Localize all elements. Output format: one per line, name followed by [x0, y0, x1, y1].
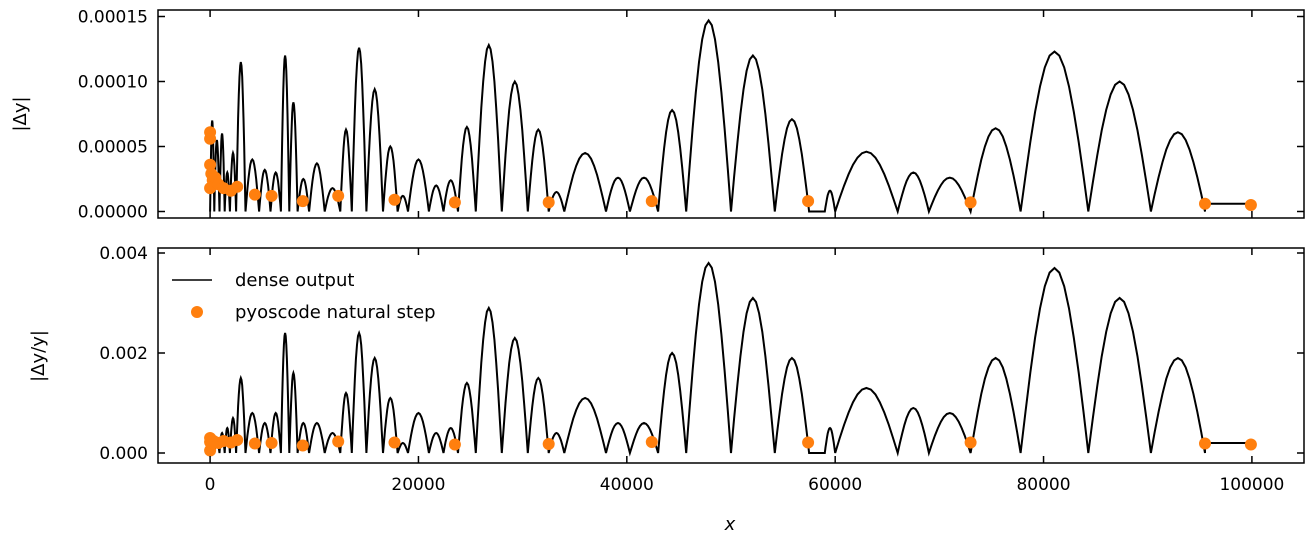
top-panel: 0.00000 0.00005 0.00010 0.00015 |Δy| [10, 8, 1305, 223]
top-y-tick-label: 0.00010 [78, 73, 148, 93]
top-natural-step-point [204, 132, 217, 145]
bottom-natural-step-point [296, 439, 309, 452]
bottom-natural-step-point [448, 438, 461, 451]
top-x-ticks [209, 10, 1253, 218]
bottom-x-tick-label: 0 [205, 475, 216, 495]
bottom-y-axis-label: |Δy/y| [28, 330, 49, 382]
bottom-natural-step-point [231, 434, 244, 446]
bottom-natural-step-point [1244, 438, 1257, 451]
bottom-x-tick-label: 60000 [808, 475, 862, 495]
legend-dense-label: dense output [235, 270, 354, 291]
bottom-y-tick-label: 0.002 [99, 344, 148, 364]
top-natural-step-point [645, 195, 658, 208]
bottom-natural-step-point [1199, 437, 1211, 450]
bottom-dense-output-path [209, 261, 1252, 457]
bottom-natural-step-point [332, 435, 345, 448]
top-natural-step-point [296, 195, 309, 208]
bottom-natural-step-point [645, 436, 658, 448]
top-natural-step-point [1244, 199, 1257, 211]
bottom-panel: 0.000 0.002 0.004 0 20000 40000 60000 80000 100… [28, 244, 1305, 535]
legend-natural-swatch [191, 306, 203, 318]
bottom-natural-step-point [248, 437, 261, 450]
top-plot-frame [157, 9, 1305, 219]
top-natural-step-point [1199, 197, 1211, 210]
top-natural-step-point [204, 158, 217, 171]
top-y-tick-label: 0.00015 [78, 8, 148, 28]
top-dense-output-path [209, 18, 1252, 216]
bottom-x-tick-label: 20000 [391, 475, 445, 495]
top-natural-step-point [265, 189, 278, 202]
top-natural-step-point [231, 180, 244, 193]
bottom-natural-step-point [964, 436, 977, 449]
bottom-natural-step-point [542, 438, 555, 450]
top-natural-step-points [204, 126, 1257, 211]
bottom-dense-output-line [209, 261, 1252, 457]
x-axis-label: x [724, 514, 736, 535]
bottom-natural-step-point [802, 436, 815, 449]
bottom-x-ticks: 0 20000 40000 60000 80000 100000 [205, 248, 1284, 495]
top-y-tick-label: 0.00005 [78, 138, 148, 158]
bottom-y-ticks: 0.000 0.002 0.004 [99, 244, 1304, 464]
top-dense-output-line [209, 18, 1252, 216]
legend-natural-label: pyoscode natural step [235, 302, 436, 323]
bottom-y-tick-label: 0.000 [99, 444, 148, 464]
top-natural-step-point [964, 196, 977, 209]
bottom-y-tick-label: 0.004 [99, 244, 148, 264]
top-y-axis-label: |Δy| [10, 96, 31, 131]
top-natural-step-point [448, 196, 461, 209]
top-natural-step-point [388, 193, 401, 206]
bottom-natural-step-point [388, 436, 401, 449]
top-y-tick-label: 0.00000 [78, 203, 148, 223]
top-natural-step-point [248, 188, 261, 201]
bottom-natural-step-points [204, 432, 1257, 457]
bottom-natural-step-point [265, 437, 278, 449]
top-y-ticks: 0.00000 0.00005 0.00010 0.00015 [78, 8, 1304, 223]
bottom-x-tick-label: 100000 [1219, 475, 1284, 495]
top-natural-step-point [802, 195, 815, 208]
bottom-x-tick-label: 40000 [600, 475, 654, 495]
top-natural-step-point [332, 189, 345, 202]
top-natural-step-point [542, 196, 555, 209]
bottom-x-tick-label: 80000 [1016, 475, 1070, 495]
legend: dense output pyoscode natural step [172, 270, 436, 323]
bottom-plot-frame [157, 247, 1305, 464]
